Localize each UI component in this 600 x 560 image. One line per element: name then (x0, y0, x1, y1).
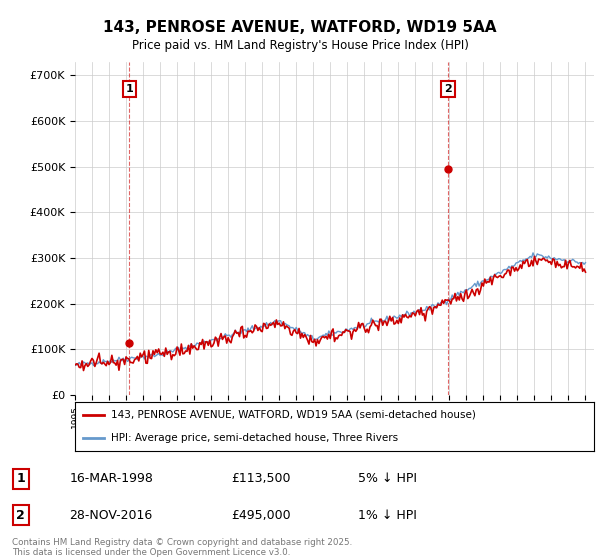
Text: £495,000: £495,000 (231, 508, 290, 522)
Text: HPI: Average price, semi-detached house, Three Rivers: HPI: Average price, semi-detached house,… (112, 433, 398, 444)
Text: 2: 2 (444, 84, 452, 94)
Text: 28-NOV-2016: 28-NOV-2016 (70, 508, 153, 522)
Text: Contains HM Land Registry data © Crown copyright and database right 2025.
This d: Contains HM Land Registry data © Crown c… (12, 538, 352, 557)
Text: 1: 1 (125, 84, 133, 94)
Text: Price paid vs. HM Land Registry's House Price Index (HPI): Price paid vs. HM Land Registry's House … (131, 39, 469, 52)
Text: £113,500: £113,500 (231, 472, 290, 486)
Text: 16-MAR-1998: 16-MAR-1998 (70, 472, 154, 486)
Text: 1: 1 (16, 472, 25, 486)
Text: 143, PENROSE AVENUE, WATFORD, WD19 5AA (semi-detached house): 143, PENROSE AVENUE, WATFORD, WD19 5AA (… (112, 410, 476, 420)
Text: 1% ↓ HPI: 1% ↓ HPI (358, 508, 416, 522)
Text: 5% ↓ HPI: 5% ↓ HPI (358, 472, 416, 486)
Text: 143, PENROSE AVENUE, WATFORD, WD19 5AA: 143, PENROSE AVENUE, WATFORD, WD19 5AA (103, 20, 497, 35)
Text: 2: 2 (16, 508, 25, 522)
